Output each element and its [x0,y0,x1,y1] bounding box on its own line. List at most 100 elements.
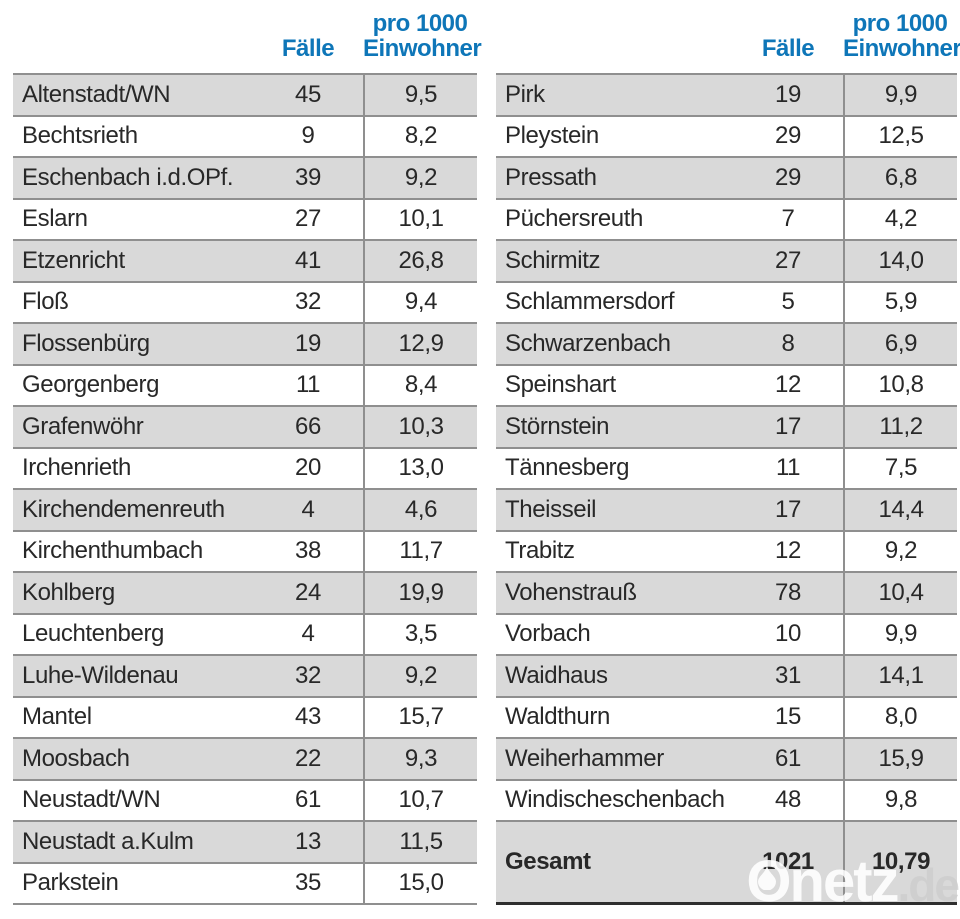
per1000-header-line1: pro 1000 [852,10,948,37]
rate-value: 10,1 [363,199,477,239]
rate-value: 6,8 [843,158,957,198]
cases-value: 41 [295,246,321,274]
municipality-name: Neustadt/WN [22,786,161,814]
rate-value: 15,0 [363,863,477,903]
table-row: Leuchtenberg 4 3,5 [13,614,477,656]
table-row: Tännesberg 11 7,5 [496,448,957,490]
table-row: Etzenricht 41 26,8 [13,241,477,283]
table-row: Irchenrieth 20 13,0 [13,448,477,490]
per1000-header-line2: Einwohner [363,35,482,62]
cases-value: 78 [775,578,801,606]
municipality-name: Waidhaus [505,661,608,689]
municipality-name: Luhe-Wildenau [22,661,179,689]
rate-value: 11,2 [843,407,957,447]
per1000-header-line1: pro 1000 [372,10,468,37]
table-row: Theisseil 17 14,4 [496,490,957,532]
table-row: Vorbach 10 9,9 [496,614,957,656]
cases-value: 29 [775,163,801,191]
cases-value: 4 [301,620,315,648]
rate-value: 9,9 [843,614,957,654]
table-row: Eschenbach i.d.OPf. 39 9,2 [13,158,477,200]
table-row: Pressath 29 6,8 [496,158,957,200]
municipality-name: Windischeschenbach [505,786,725,814]
table-row: Pirk 19 9,9 [496,75,957,117]
table-row: Flossenbürg 19 12,9 [13,324,477,366]
rate-value: 13,0 [363,448,477,488]
rate-value: 10,4 [843,573,957,613]
rate-value: 14,0 [843,241,957,281]
table-row: Kirchenthumbach 38 11,7 [13,531,477,573]
table-row: Waldthurn 15 8,0 [496,697,957,739]
cases-value: 11 [295,371,321,399]
cases-column-header: Fälle [761,35,815,62]
table-row: Georgenberg 11 8,4 [13,365,477,407]
municipality-name: Waldthurn [505,703,610,731]
cases-value: 38 [295,537,321,565]
municipality-name: Störnstein [505,412,610,440]
table-row: Waidhaus 31 14,1 [496,656,957,698]
rate-value: 10,8 [843,365,957,405]
cases-table-left: Fälle pro 1000 Einwohner Altenstadt/WN 45… [13,0,482,905]
rate-value: 7,5 [843,448,957,488]
cases-value: 17 [775,412,801,440]
table-body: Pirk 19 9,9 Pleystein 29 12,5 Pressath 29 6,8 Püc… [496,73,957,822]
rate-value: 9,2 [843,531,957,571]
rate-value: 12,9 [363,324,477,364]
cases-value: 27 [775,246,801,274]
rate-value: 9,8 [843,780,957,820]
rate-value: 11,5 [363,822,477,862]
rate-value: 14,1 [843,656,957,696]
cases-value: 17 [775,495,801,523]
cases-value: 4 [301,495,315,523]
cases-value: 61 [295,786,321,814]
rate-value: 19,9 [363,573,477,613]
cases-value: 31 [775,661,801,689]
municipality-name: Theisseil [505,495,597,523]
rate-value: 15,9 [843,739,957,779]
cases-value: 5 [781,288,795,316]
table-row: Floß 32 9,4 [13,282,477,324]
municipality-name: Bechtsrieth [22,122,138,150]
cases-value: 12 [775,371,801,399]
per1000-column-header: pro 1000 Einwohner [843,10,960,62]
municipality-name: Altenstadt/WN [22,80,171,108]
municipality-name: Georgenberg [22,371,160,399]
municipality-name: Pleystein [505,122,599,150]
municipality-name: Vohenstrauß [505,578,637,606]
cases-value: 39 [295,163,321,191]
rate-value: 15,7 [363,697,477,737]
municipality-name: Etzenricht [22,246,125,274]
cases-value: 7 [781,205,795,233]
table-row: Schwarzenbach 8 6,9 [496,324,957,366]
table-row: Parkstein 35 15,0 [13,863,477,905]
municipality-name: Schirmitz [505,246,601,274]
table-row: Eslarn 27 10,1 [13,199,477,241]
cases-value: 11 [775,454,801,482]
rate-value: 5,9 [843,282,957,322]
cases-value: 61 [775,744,801,772]
cases-value: 10 [775,620,801,648]
table-row: Mantel 43 15,7 [13,697,477,739]
total-label: Gesamt [505,848,591,875]
cases-value: 19 [775,80,801,108]
rate-value: 9,9 [843,75,957,115]
cases-value: 9 [301,122,315,150]
rate-value: 8,4 [363,365,477,405]
rate-value: 9,5 [363,75,477,115]
rate-value: 3,5 [363,614,477,654]
municipality-name: Parkstein [22,869,119,897]
municipality-name: Grafenwöhr [22,412,144,440]
table-row: Weiherhammer 61 15,9 [496,739,957,781]
municipality-name: Kirchendemenreuth [22,495,225,523]
table-row: Püchersreuth 7 4,2 [496,199,957,241]
per1000-header-line2: Einwohner [843,35,960,62]
table-row: Pleystein 29 12,5 [496,116,957,158]
cases-value: 48 [775,786,801,814]
total-cases-value: 1021 [762,848,814,875]
municipality-name: Püchersreuth [505,205,643,233]
table-body: Altenstadt/WN 45 9,5 Bechtsrieth 9 8,2 Eschenb… [13,73,477,905]
cases-value: 35 [295,869,321,897]
rate-value: 8,2 [363,116,477,156]
municipality-name: Trabitz [505,537,575,565]
municipality-name: Irchenrieth [22,454,131,482]
